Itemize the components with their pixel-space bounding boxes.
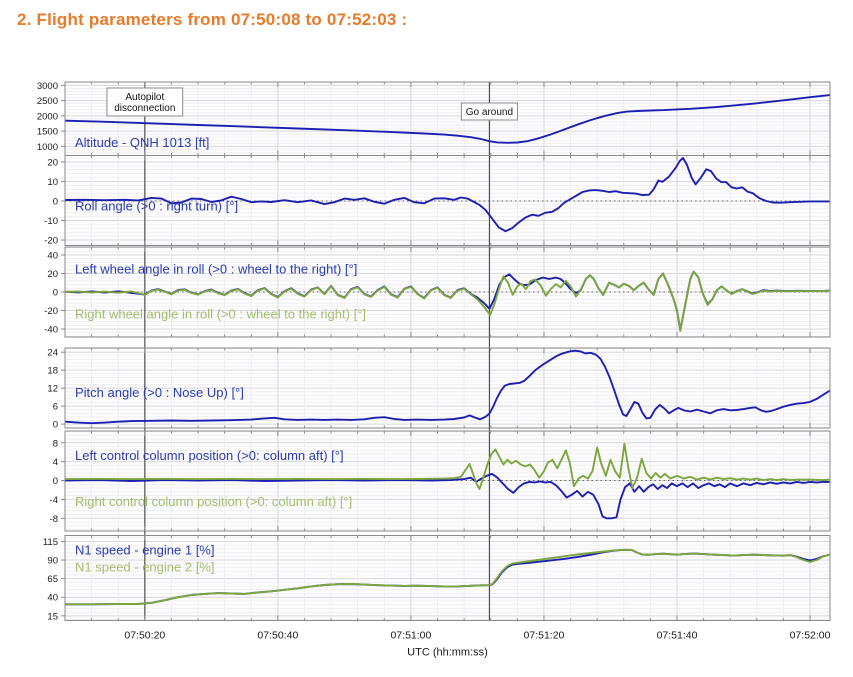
series-label-left-wheel-angle: Left wheel angle in roll (>0 : wheel to … — [75, 262, 357, 277]
y-tick-label: 2500 — [37, 96, 58, 107]
y-tick-label: -20 — [44, 306, 58, 317]
y-tick-label: 40 — [47, 250, 58, 261]
series-label-right-wheel-angle: Right wheel angle in roll (>0 : wheel to… — [75, 307, 366, 322]
y-tick-label: 24 — [47, 348, 58, 359]
series-label-n1-engine-2: N1 speed - engine 2 [%] — [75, 560, 214, 575]
series-roll-angle-line — [65, 157, 830, 233]
y-tick-label: 20 — [47, 157, 58, 168]
series-right-column-position-line — [65, 442, 830, 490]
y-tick-label: -20 — [44, 236, 58, 247]
y-tick-label: 8 — [53, 438, 58, 449]
x-tick-label: 07:50:20 — [124, 630, 165, 642]
y-tick-label: 0 — [53, 476, 58, 487]
y-tick-label: 0 — [53, 196, 58, 207]
y-tick-label: 6 — [53, 402, 58, 413]
series-label-n1-engine-1: N1 speed - engine 1 [%] — [75, 543, 214, 558]
panel-column: Left control column position (>0: column… — [50, 428, 831, 532]
annotation-text: Go around — [466, 107, 513, 118]
y-tick-label: 0 — [53, 420, 58, 431]
y-tick-label: 20 — [47, 269, 58, 280]
y-tick-label: -4 — [50, 495, 58, 506]
series-left-column-position-line — [65, 472, 830, 520]
y-tick-label: 4 — [53, 457, 58, 468]
y-tick-label: 2000 — [37, 111, 58, 122]
annotation-text: disconnection — [114, 103, 175, 114]
series-label-roll-angle: Roll angle (>0 : right turn) [°] — [75, 199, 238, 214]
y-tick-label: 65 — [47, 574, 58, 585]
annotation-box-go-around: Go around — [460, 102, 518, 121]
series-pitch-angle-line — [65, 349, 830, 425]
series-n1-engine-2-line — [65, 548, 830, 606]
page-title: 2. Flight parameters from 07:50:08 to 07… — [17, 10, 408, 29]
panel-wheel: Left wheel angle in roll (>0 : wheel to … — [44, 245, 831, 338]
panel-pitch: Pitch angle (>0 : Nose Up) [°] 0 6 12 18 24 — [47, 337, 831, 431]
x-tick-label: 07:52:00 — [790, 630, 831, 642]
y-tick-label: 12 — [47, 384, 58, 395]
y-tick-label: 1500 — [37, 127, 58, 138]
y-tick-label: -8 — [50, 514, 58, 525]
y-tick-label: -10 — [44, 216, 58, 227]
y-tick-label: -40 — [44, 325, 58, 336]
y-tick-label: 40 — [47, 593, 58, 604]
y-tick-label: 15 — [47, 611, 58, 622]
y-tick-label: 1000 — [37, 142, 58, 153]
panel-n1: N1 speed - engine 1 [%] N1 speed - engine… — [43, 531, 831, 622]
x-axis-label: UTC (hh:mm:ss) — [407, 647, 488, 659]
x-axis: 07:50:20 07:50:40 07:51:00 07:51:20 07:51:40… — [124, 630, 830, 659]
series-label-altitude: Altitude - QNH 1013 [ft] — [75, 135, 209, 150]
series-label-pitch-angle: Pitch angle (>0 : Nose Up) [°] — [75, 385, 244, 400]
x-tick-label: 07:51:20 — [524, 630, 565, 642]
series-label-right-column-position: Right control column position (>0: colum… — [75, 494, 352, 509]
annotation-text: Autopilot — [125, 92, 164, 103]
y-tick-label: 3000 — [37, 81, 58, 92]
flight-parameters-chart: Altitude - QNH 1013 [ft] 1000 1500 2000 2500… — [0, 70, 853, 672]
y-tick-label: 0 — [53, 288, 58, 299]
series-right-wheel-angle-line — [65, 270, 830, 332]
y-tick-label: 18 — [47, 366, 58, 377]
y-tick-label: 90 — [47, 556, 58, 567]
x-tick-label: 07:51:00 — [390, 630, 431, 642]
y-tick-label: 115 — [43, 537, 58, 548]
y-tick-label: 10 — [47, 177, 58, 188]
x-tick-label: 07:51:40 — [657, 630, 698, 642]
panel-roll: Roll angle (>0 : right turn) [°] -20 -10 0 1… — [44, 155, 831, 247]
chart-svg: Altitude - QNH 1013 [ft]1000150020002500… — [37, 81, 831, 659]
series-altitude-line — [65, 94, 830, 144]
x-tick-label: 07:50:40 — [257, 630, 298, 642]
series-label-left-column-position: Left control column position (>0: column… — [75, 448, 344, 463]
